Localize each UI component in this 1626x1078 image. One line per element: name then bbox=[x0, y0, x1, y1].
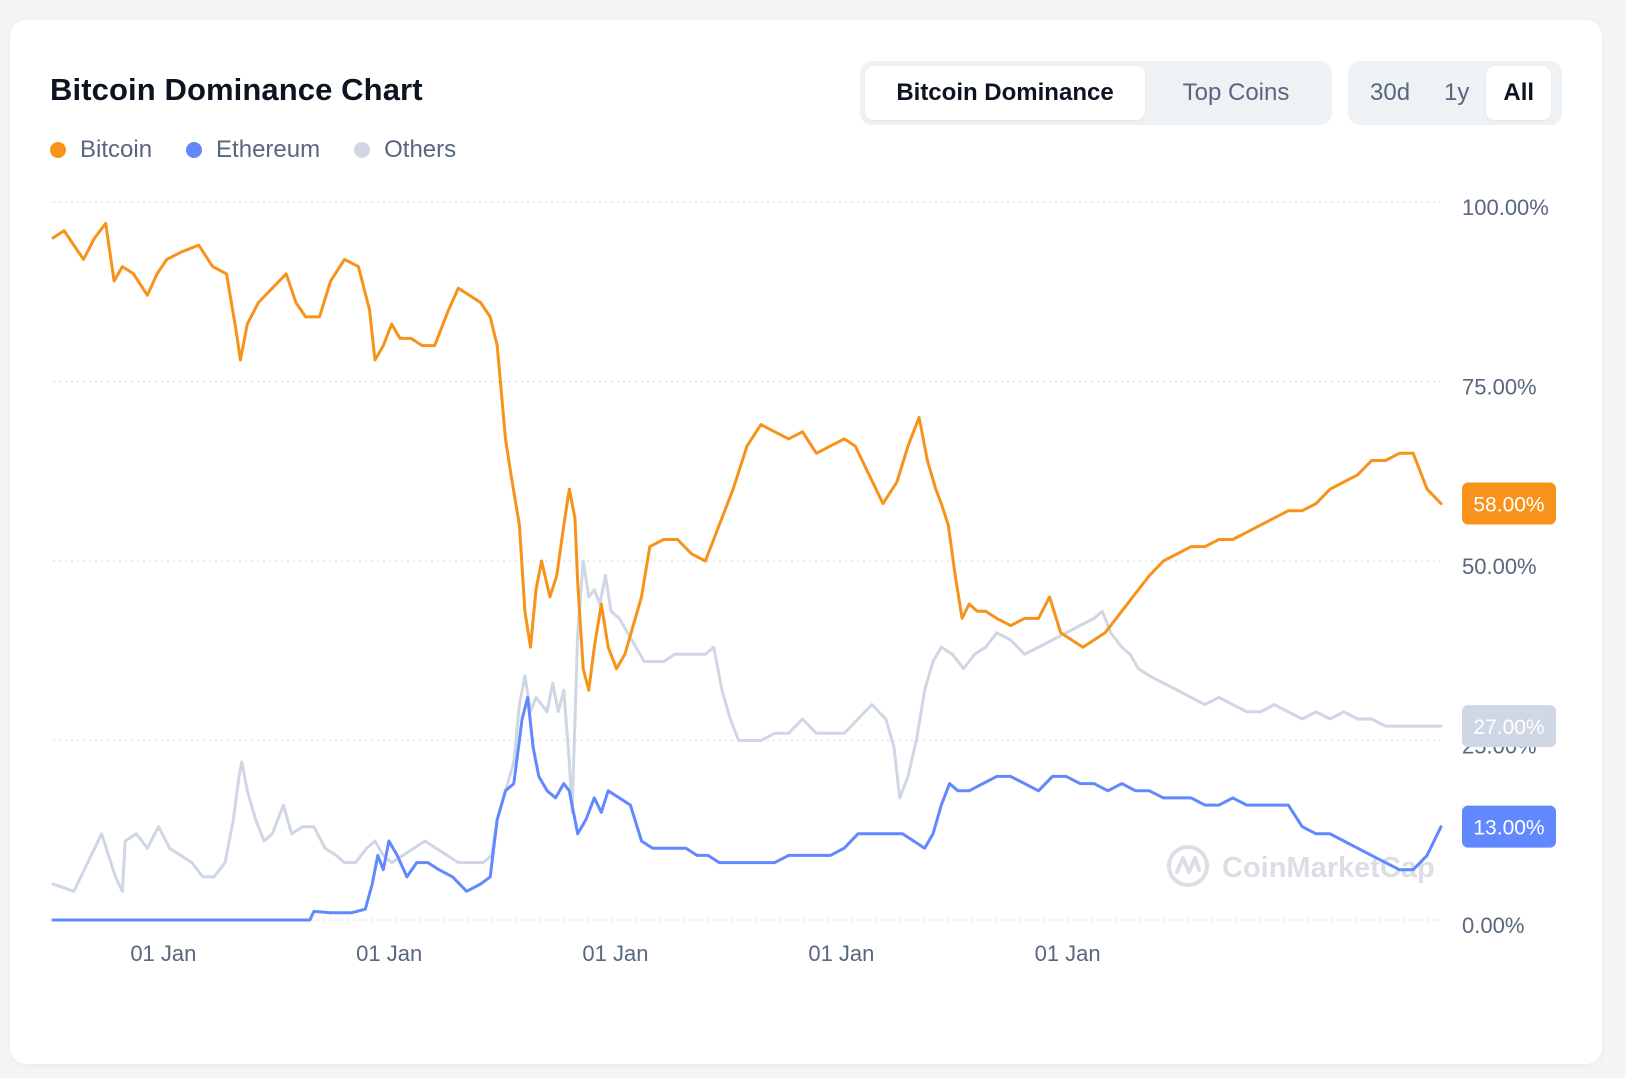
coinmarketcap-logo-icon bbox=[1167, 845, 1209, 887]
bitcoin-legend-dot bbox=[50, 142, 66, 158]
x-axis-labels: 01 Jan 01 Jan 01 Jan 01 Jan 01 Jan bbox=[130, 941, 1100, 966]
others-value-badge: 27.00% bbox=[1462, 705, 1556, 748]
range-toggle: 30d 1y All bbox=[1348, 61, 1562, 125]
y-tick-label: 0.00% bbox=[1462, 913, 1524, 938]
legend-item-bitcoin[interactable]: Bitcoin bbox=[50, 136, 152, 164]
ethereum-value-badge: 13.00% bbox=[1462, 805, 1556, 848]
y-tick-label: 100.00% bbox=[1462, 195, 1549, 220]
bitcoin-badge-label: 58.00% bbox=[1473, 494, 1544, 517]
legend-label-bitcoin: Bitcoin bbox=[80, 136, 153, 163]
tab-top-coins[interactable]: Top Coins bbox=[1145, 66, 1327, 120]
legend: Bitcoin Ethereum Others bbox=[50, 136, 456, 164]
value-badges: 58.00% 13.00% 27.00% bbox=[1462, 482, 1556, 848]
bitcoin-badge-bg bbox=[1462, 482, 1556, 525]
ethereum-badge-label: 13.00% bbox=[1473, 817, 1544, 840]
legend-item-others[interactable]: Others bbox=[354, 136, 456, 164]
range-30d-button[interactable]: 30d bbox=[1353, 66, 1427, 120]
chart-title: Bitcoin Dominance Chart bbox=[50, 72, 423, 107]
ethereum-badge-bg bbox=[1462, 805, 1556, 848]
others-badge-bg bbox=[1462, 705, 1556, 748]
others-legend-dot bbox=[354, 142, 371, 158]
bitcoin-series-line[interactable] bbox=[51, 222, 1443, 692]
ethereum-series-line[interactable] bbox=[51, 695, 1443, 922]
others-badge-label: 27.00% bbox=[1473, 716, 1544, 739]
legend-item-ethereum[interactable]: Ethereum bbox=[186, 136, 320, 164]
bitcoin-value-badge: 58.00% bbox=[1462, 482, 1556, 525]
chart-card bbox=[10, 20, 1602, 1064]
others-series-line[interactable] bbox=[51, 559, 1443, 893]
range-all-button[interactable]: All bbox=[1486, 66, 1552, 120]
x-tick-label: 01 Jan bbox=[582, 941, 648, 966]
x-tick-label: 01 Jan bbox=[808, 941, 874, 966]
x-tick-label: 01 Jan bbox=[1035, 941, 1101, 966]
y-tick-label: 75.00% bbox=[1462, 375, 1537, 400]
tab-bitcoin-dominance[interactable]: Bitcoin Dominance bbox=[865, 66, 1145, 120]
range-1y-button[interactable]: 1y bbox=[1427, 66, 1486, 120]
view-toggle: Bitcoin Dominance Top Coins bbox=[860, 61, 1332, 125]
y-tick-label: 50.00% bbox=[1462, 554, 1537, 579]
x-tick-label: 01 Jan bbox=[356, 941, 422, 966]
legend-label-others: Others bbox=[384, 136, 457, 163]
legend-label-ethereum: Ethereum bbox=[216, 136, 321, 163]
series-lines bbox=[51, 222, 1443, 922]
ethereum-legend-dot bbox=[186, 142, 203, 158]
watermark-text: CoinMarketCap bbox=[1222, 852, 1435, 884]
x-tick-label: 01 Jan bbox=[130, 941, 196, 966]
grid-lines bbox=[53, 201, 1440, 921]
